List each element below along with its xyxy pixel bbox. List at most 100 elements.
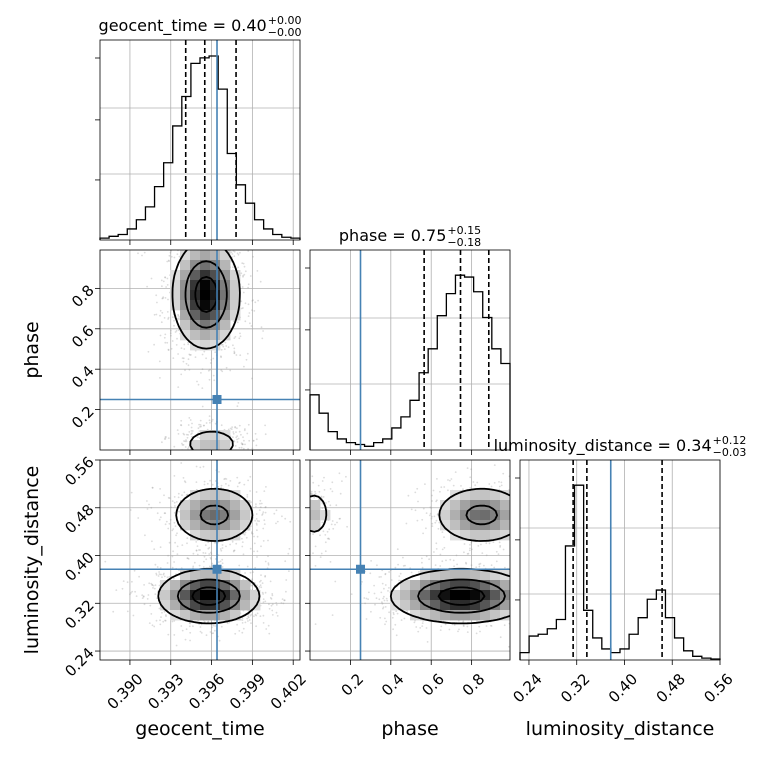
scatter-point xyxy=(313,496,316,499)
density-cell xyxy=(450,570,461,581)
density-cell xyxy=(460,530,471,541)
panel-frame xyxy=(309,249,511,451)
scatter-point xyxy=(244,460,246,462)
scatter-point xyxy=(485,625,488,627)
scatter-point xyxy=(319,556,322,558)
density-cell xyxy=(220,290,231,301)
scatter-point xyxy=(230,251,233,254)
scatter-point xyxy=(469,476,472,479)
scatter-point xyxy=(260,586,263,589)
scatter-point xyxy=(220,348,223,351)
scatter-point xyxy=(443,546,446,549)
scatter-point xyxy=(262,540,265,542)
scatter-point xyxy=(436,478,438,480)
scatter-point xyxy=(165,436,167,438)
scatter-point xyxy=(198,245,200,247)
scatter-point xyxy=(540,603,542,605)
scatter-point xyxy=(384,617,386,620)
scatter-point xyxy=(148,622,151,624)
scatter-point xyxy=(441,531,444,533)
density-cell xyxy=(220,250,231,261)
scatter-point xyxy=(132,614,135,617)
scatter-point xyxy=(252,439,255,442)
scatter-point xyxy=(198,430,201,432)
scatter-point xyxy=(198,423,201,426)
scatter-point xyxy=(302,531,304,533)
scatter-point xyxy=(470,564,473,567)
scatter-point xyxy=(255,438,258,441)
scatter-point xyxy=(310,492,313,495)
scatter-point xyxy=(213,232,215,234)
scatter-point xyxy=(214,473,216,475)
scatter-point xyxy=(245,455,247,457)
scatter-point xyxy=(334,580,337,583)
scatter-point xyxy=(405,522,408,525)
scatter-point xyxy=(514,621,516,623)
panel-frame xyxy=(309,459,511,661)
scatter-point xyxy=(535,587,537,589)
scatter-point xyxy=(177,313,180,316)
density-cell xyxy=(250,590,261,601)
scatter-point xyxy=(267,539,269,542)
scatter-point xyxy=(192,625,194,628)
scatter-point xyxy=(251,584,254,587)
scatter-point xyxy=(370,610,372,613)
scatter-point xyxy=(323,476,325,479)
scatter-point xyxy=(202,552,205,554)
scatter-point xyxy=(166,311,169,313)
scatter-point xyxy=(453,624,456,626)
scatter-point xyxy=(249,571,252,574)
scatter-point xyxy=(238,446,241,449)
scatter-point xyxy=(177,353,180,355)
scatter-point xyxy=(421,561,423,564)
scatter-point xyxy=(191,430,194,432)
scatter-point xyxy=(112,610,115,613)
scatter-point xyxy=(187,446,190,448)
scatter-point xyxy=(220,453,222,455)
scatter-point xyxy=(208,419,211,422)
density-cell xyxy=(190,510,201,521)
scatter-point xyxy=(243,453,245,455)
density-cell xyxy=(210,530,221,541)
density-cell xyxy=(500,500,510,511)
y-tick-label: 0.2 xyxy=(68,403,98,433)
scatter-point xyxy=(312,552,314,555)
scatter-point xyxy=(524,581,526,583)
scatter-point xyxy=(512,591,514,593)
scatter-point xyxy=(170,255,173,258)
density-cell xyxy=(180,610,191,621)
scatter-point xyxy=(168,254,171,257)
scatter-point xyxy=(306,533,308,535)
scatter-point xyxy=(189,419,192,421)
density-cell xyxy=(430,570,441,581)
scatter-point xyxy=(238,242,240,244)
scatter-point xyxy=(233,351,236,354)
truth-marker xyxy=(212,564,222,574)
scatter-point xyxy=(428,514,431,517)
scatter-point xyxy=(398,575,401,578)
scatter-point xyxy=(181,442,183,445)
scatter-point xyxy=(563,629,565,631)
scatter-point xyxy=(521,613,523,615)
scatter-point xyxy=(167,466,169,468)
scatter-point xyxy=(317,590,319,592)
scatter-point xyxy=(175,501,178,503)
scatter-point xyxy=(490,485,493,488)
scatter-point xyxy=(301,522,303,524)
scatter-point xyxy=(206,482,209,485)
scatter-point xyxy=(381,601,383,604)
scatter-point xyxy=(196,436,199,439)
density-cell xyxy=(210,250,221,261)
scatter-point xyxy=(238,482,241,484)
scatter-point xyxy=(205,634,208,637)
scatter-point xyxy=(241,480,243,482)
scatter-point xyxy=(261,582,264,584)
scatter-point xyxy=(275,522,277,525)
density-cell xyxy=(200,310,211,321)
scatter-point xyxy=(256,524,258,526)
density-cell xyxy=(480,590,491,601)
scatter-point xyxy=(511,592,513,594)
scatter-point xyxy=(166,341,169,344)
scatter-point xyxy=(198,564,201,567)
scatter-point xyxy=(232,436,234,438)
